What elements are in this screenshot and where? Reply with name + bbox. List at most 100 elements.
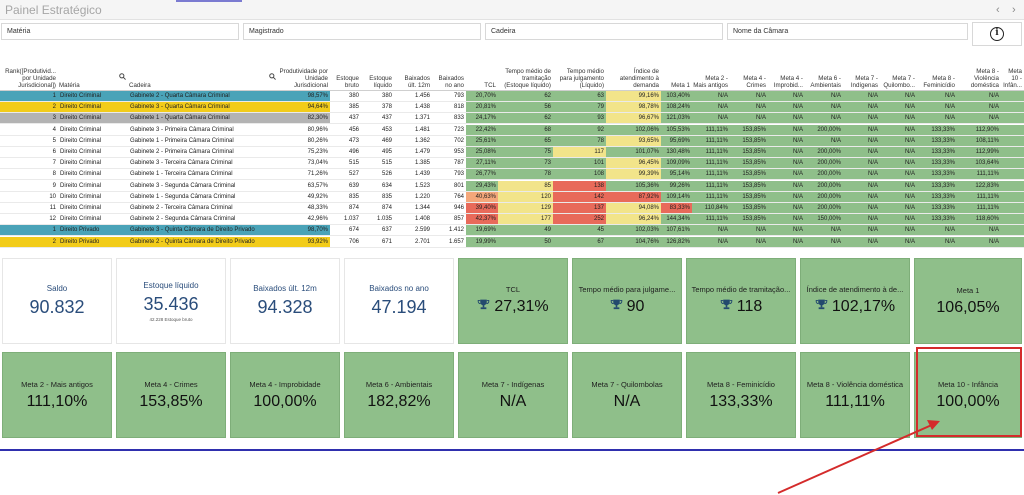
kpi-card[interactable]: Meta 8 - Violência doméstica 111,11% bbox=[800, 352, 910, 438]
kpi-card[interactable]: Estoque líquido 35.436 42.228 Estoque brut… bbox=[116, 258, 226, 344]
table-row[interactable]: 8 Direito Criminal Gabinete 1 - Terceira C… bbox=[0, 169, 1024, 181]
table-row[interactable]: 11 Direito Criminal Gabinete 2 - Terceira … bbox=[0, 203, 1024, 214]
table-row[interactable]: 3 Direito Criminal Gabinete 1 - Quarta Câm… bbox=[0, 113, 1024, 125]
kpi-card[interactable]: Índice de atendimento à de... 102,17% bbox=[800, 258, 910, 344]
table-row[interactable]: 12 Direito Criminal Gabinete 2 - Segunda C… bbox=[0, 214, 1024, 226]
table-row[interactable]: 1 Direito Privado Gabinete 3 - Quinta Câma… bbox=[0, 225, 1024, 237]
table-cell bbox=[1001, 214, 1024, 226]
table-cell: 153,85% bbox=[730, 214, 768, 226]
column-header[interactable]: Meta 4 - Crimes bbox=[743, 75, 766, 89]
kpi-label: Saldo bbox=[46, 284, 68, 293]
kpi-card[interactable]: Meta 4 - Crimes 153,85% bbox=[116, 352, 226, 438]
table-cell: 3 bbox=[0, 113, 58, 125]
kpi-card[interactable]: Baixados últ. 12m 94.328 bbox=[230, 258, 340, 344]
table-cell: N/A bbox=[692, 225, 730, 237]
kpi-value-text: 106,05% bbox=[936, 298, 1000, 316]
kpi-card[interactable]: Meta 2 - Mais antigos 111,10% bbox=[2, 352, 112, 438]
column-header[interactable]: Baixados últ. 12m bbox=[404, 75, 430, 89]
table-row[interactable]: 9 Direito Criminal Gabinete 3 - Segunda Câ… bbox=[0, 180, 1024, 192]
kpi-card[interactable]: Tempo médio de tramitação... 118 bbox=[686, 258, 796, 344]
table-cell: N/A bbox=[917, 113, 957, 125]
search-icon[interactable] bbox=[269, 73, 276, 82]
column-header[interactable]: Meta 7 - Quilombo... bbox=[883, 75, 915, 89]
filter-cadeira[interactable]: Cadeira bbox=[485, 23, 723, 40]
nav-prev-button[interactable]: ‹ bbox=[996, 4, 1000, 16]
kpi-card[interactable]: Meta 7 - Quilombolas N/A bbox=[572, 352, 682, 438]
column-header[interactable]: Meta 10 - Infân... bbox=[1003, 68, 1022, 89]
kpi-card[interactable]: Meta 4 - Improbidade 100,00% bbox=[230, 352, 340, 438]
table-row[interactable]: 6 Direito Criminal Gabinete 2 - Primeira C… bbox=[0, 147, 1024, 158]
table-cell: N/A bbox=[880, 203, 917, 214]
column-header[interactable]: Tempo médio de tramitação (Estoque líqui… bbox=[504, 68, 551, 89]
column-header[interactable]: Meta 8 - Violência doméstica bbox=[970, 68, 999, 89]
table-cell: 22,42% bbox=[466, 124, 498, 136]
table-cell: 87,92% bbox=[606, 191, 661, 203]
kpi-card[interactable]: Meta 6 - Ambientais 182,82% bbox=[344, 352, 454, 438]
table-cell: 200,00% bbox=[805, 180, 843, 192]
column-header[interactable]: Rank([Produtivid... por Unidade Jurisdic… bbox=[5, 68, 56, 89]
table-row[interactable]: 5 Direito Criminal Gabinete 1 - Primeira C… bbox=[0, 135, 1024, 147]
table-cell: 105,36% bbox=[606, 180, 661, 192]
table-row[interactable]: 10 Direito Criminal Gabinete 1 - Segunda C… bbox=[0, 191, 1024, 203]
column-header[interactable]: Meta 2 - Mais antigos bbox=[693, 75, 728, 89]
table-cell: 110,84% bbox=[692, 203, 730, 214]
table-cell: 107,61% bbox=[661, 225, 692, 237]
table-cell: 473 bbox=[330, 136, 361, 147]
table-cell: 1.037 bbox=[330, 214, 361, 226]
column-header[interactable]: Tempo médio para julgamento (Líquido) bbox=[559, 68, 604, 89]
table-cell: Gabinete 3 - Segunda Câmara Criminal bbox=[128, 181, 278, 192]
table-cell: 153,85% bbox=[730, 191, 768, 203]
filter-nome-camara[interactable]: Nome da Câmara bbox=[727, 23, 968, 40]
kpi-card[interactable]: Baixados no ano 47.194 bbox=[344, 258, 454, 344]
trophy-icon bbox=[815, 298, 828, 316]
kpi-card[interactable]: Saldo 90.832 bbox=[2, 258, 112, 344]
nav-next-button[interactable]: › bbox=[1012, 4, 1016, 16]
table-cell: N/A bbox=[880, 147, 917, 158]
filter-magistrado[interactable]: Magistrado bbox=[243, 23, 481, 40]
table-cell: 495 bbox=[361, 147, 394, 158]
column-header[interactable]: TCL bbox=[484, 82, 496, 89]
column-header[interactable]: Baixados no ano bbox=[438, 75, 464, 89]
table-row[interactable]: 4 Direito Criminal Gabinete 3 - Primeira C… bbox=[0, 124, 1024, 136]
column-header[interactable]: Produtividade por Unidade Jurisdicional bbox=[279, 68, 329, 89]
filter-materia[interactable]: Matéria bbox=[1, 23, 239, 40]
kpi-card[interactable]: Meta 8 - Feminicídio 133,33% bbox=[686, 352, 796, 438]
kpi-card[interactable]: Meta 7 - Indígenas N/A bbox=[458, 352, 568, 438]
table-cell: 833 bbox=[432, 113, 466, 125]
table-cell: Direito Criminal bbox=[58, 158, 128, 170]
search-icon[interactable] bbox=[119, 73, 126, 82]
column-header[interactable]: Estoque bruto bbox=[336, 75, 359, 89]
column-header[interactable]: Meta 6 - Ambientais bbox=[810, 75, 841, 89]
column-header[interactable]: Índice de atendimento à demanda bbox=[619, 68, 659, 89]
column-header[interactable]: Cadeira bbox=[128, 62, 278, 90]
table-cell: N/A bbox=[957, 91, 1001, 102]
kpi-value: 111,11% bbox=[825, 393, 885, 411]
kpi-card[interactable]: Meta 1 106,05% bbox=[914, 258, 1022, 344]
column-header[interactable]: Meta 4 - Improbid... bbox=[773, 75, 803, 89]
column-header[interactable]: Estoque líquido bbox=[369, 75, 392, 89]
info-button[interactable]: i bbox=[972, 22, 1022, 46]
table-cell: N/A bbox=[957, 236, 1001, 248]
table-row[interactable]: 7 Direito Criminal Gabinete 3 - Terceira C… bbox=[0, 158, 1024, 170]
kpi-value-text: 47.194 bbox=[371, 297, 427, 317]
kpi-label: Meta 8 - Violência doméstica bbox=[806, 379, 904, 389]
table-cell: N/A bbox=[692, 113, 730, 125]
table-cell: N/A bbox=[768, 214, 805, 226]
table-cell: 515 bbox=[330, 158, 361, 170]
table-cell: 1.438 bbox=[394, 102, 432, 114]
table-row[interactable]: 1 Direito Criminal Gabinete 2 - Quarta Câm… bbox=[0, 91, 1024, 102]
table-row[interactable]: 2 Direito Criminal Gabinete 3 - Quarta Câm… bbox=[0, 102, 1024, 114]
table-cell: 62 bbox=[498, 91, 553, 102]
column-header[interactable]: Meta 1 bbox=[671, 82, 690, 89]
column-header[interactable]: Meta 8 - Feminicídio bbox=[923, 75, 955, 89]
table-cell: 1.479 bbox=[394, 147, 432, 158]
kpi-card[interactable]: Tempo médio para julgame... 90 bbox=[572, 258, 682, 344]
header-accent bbox=[176, 0, 242, 2]
column-header[interactable]: Meta 7 - Indígenas bbox=[850, 75, 878, 89]
kpi-card[interactable]: TCL 27,31% bbox=[458, 258, 568, 344]
table-cell: Direito Criminal bbox=[58, 214, 128, 226]
kpi-value-text: 153,85% bbox=[139, 392, 203, 410]
table-row[interactable]: 2 Direito Privado Gabinete 2 - Quinta Câma… bbox=[0, 236, 1024, 248]
table-cell: 75 bbox=[498, 147, 553, 158]
column-header[interactable]: Matéria bbox=[58, 62, 128, 90]
